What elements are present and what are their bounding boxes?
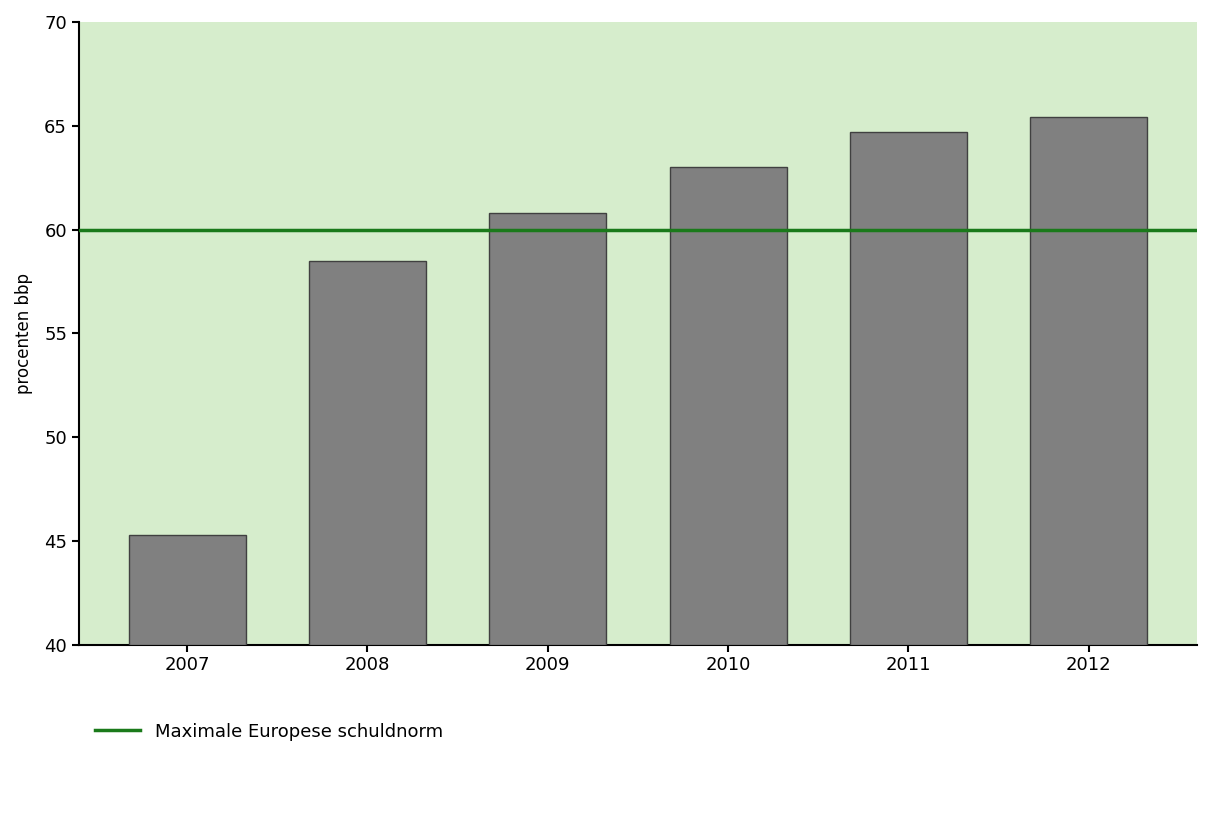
Legend: Maximale Europese schuldnorm: Maximale Europese schuldnorm <box>88 716 450 749</box>
Bar <box>309 260 427 645</box>
Bar <box>128 535 246 645</box>
Bar <box>490 213 606 645</box>
Bar <box>850 132 967 645</box>
Bar <box>1030 117 1148 645</box>
Bar <box>669 167 787 645</box>
Y-axis label: procenten bbp: procenten bbp <box>15 273 33 394</box>
